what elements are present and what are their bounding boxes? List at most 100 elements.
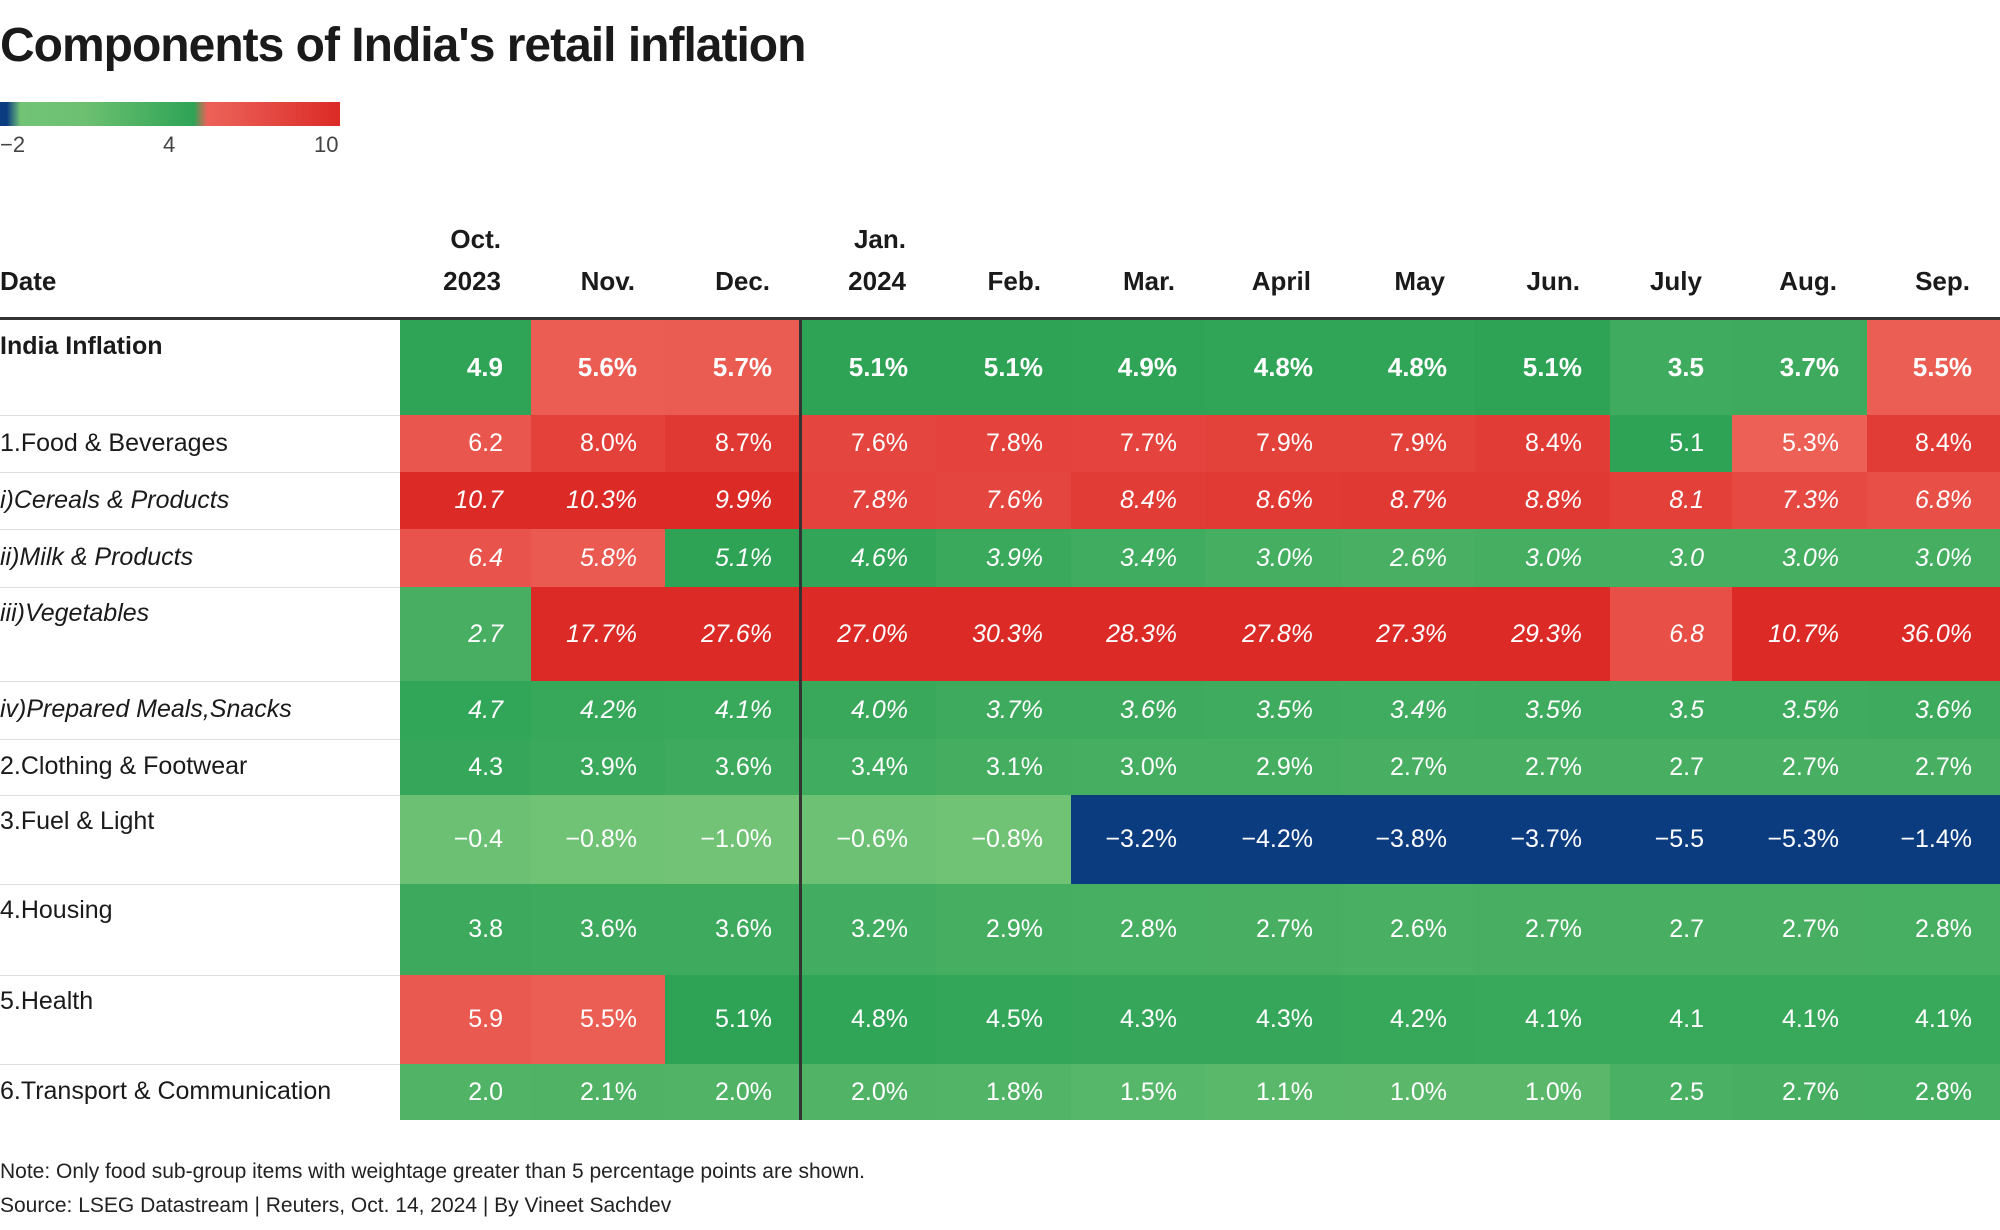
color-legend: −2 4 10 bbox=[0, 102, 340, 157]
column-header: Mar. bbox=[1122, 266, 1175, 296]
heatmap-cell: 7.3% bbox=[1732, 472, 1867, 529]
heatmap-cell: 6.8 bbox=[1610, 587, 1732, 681]
heatmap-cell: 4.1% bbox=[1475, 975, 1610, 1064]
heatmap-cell: 7.6% bbox=[936, 472, 1071, 529]
heatmap-cell: 30.3% bbox=[936, 587, 1071, 681]
heatmap-cell: 3.0% bbox=[1732, 529, 1867, 587]
legend-tick: 10 bbox=[314, 132, 339, 157]
heatmap-cell: 3.8 bbox=[400, 884, 531, 975]
heatmap-cell: 2.7% bbox=[1475, 884, 1610, 975]
heatmap-cell: 8.1 bbox=[1610, 472, 1732, 529]
heatmap-cell: 1.5% bbox=[1071, 1064, 1205, 1120]
heatmap-cell: 2.7% bbox=[1732, 739, 1867, 795]
row-divider bbox=[0, 529, 400, 530]
heatmap-cell: 4.3% bbox=[1071, 975, 1205, 1064]
heatmap-cell: 5.3% bbox=[1732, 415, 1867, 472]
heatmap-cell: 4.1% bbox=[1732, 975, 1867, 1064]
row-label: 4.Housing bbox=[0, 896, 113, 924]
column-header: Sep. bbox=[1915, 266, 1970, 296]
heatmap-cell: 2.7% bbox=[1732, 1064, 1867, 1120]
heatmap-cell: 4.1% bbox=[1867, 975, 2000, 1064]
heatmap-cell: 2.6% bbox=[1341, 884, 1475, 975]
heatmap-cell: 3.6% bbox=[665, 739, 800, 795]
heatmap-cell: 2.5 bbox=[1610, 1064, 1732, 1120]
heatmap-cell: 9.9% bbox=[665, 472, 800, 529]
heatmap-cell: 5.1% bbox=[1475, 320, 1610, 415]
legend-gradient bbox=[0, 102, 340, 126]
heatmap-cell: 4.2% bbox=[1341, 975, 1475, 1064]
chart-title: Components of India's retail inflation bbox=[0, 19, 806, 72]
column-header: July bbox=[1649, 266, 1702, 296]
heatmap-cell: −0.8% bbox=[531, 795, 665, 884]
heatmap-cell: 1.1% bbox=[1205, 1064, 1341, 1120]
heatmap-cell: 3.0% bbox=[1475, 529, 1610, 587]
heatmap-cell: −0.6% bbox=[800, 795, 936, 884]
heatmap-table: Date Oct. 2023 Nov. Dec. Jan. 2024 Feb. Mar. Apri… bbox=[0, 224, 2000, 1120]
column-header: 2024 bbox=[848, 266, 906, 296]
heatmap-cell: 10.7 bbox=[400, 472, 531, 529]
heatmap-cell: 2.7% bbox=[1341, 739, 1475, 795]
heatmap-cell: 5.5% bbox=[1867, 320, 2000, 415]
heatmap-cell: 3.5% bbox=[1475, 681, 1610, 739]
heatmap-cell: 3.0% bbox=[1867, 529, 2000, 587]
heatmap-cell: 7.9% bbox=[1341, 415, 1475, 472]
heatmap-cell: 4.0% bbox=[800, 681, 936, 739]
row-label: ii)Milk & Products bbox=[0, 543, 194, 571]
heatmap-cell: 8.0% bbox=[531, 415, 665, 472]
heatmap-cell: 3.5 bbox=[1610, 320, 1732, 415]
column-header: April bbox=[1251, 266, 1311, 296]
heatmap-cell: 10.7% bbox=[1732, 587, 1867, 681]
heatmap-cell: 2.8% bbox=[1867, 884, 2000, 975]
heatmap-cell: 3.6% bbox=[531, 884, 665, 975]
heatmap-cell: −0.8% bbox=[936, 795, 1071, 884]
heatmap-cell: 3.6% bbox=[1867, 681, 2000, 739]
column-header-line1: Jan. bbox=[853, 224, 906, 254]
heatmap-cell: −0.4 bbox=[400, 795, 531, 884]
row-label: India Inflation bbox=[0, 332, 163, 360]
row-label: iv)Prepared Meals,Snacks bbox=[0, 695, 292, 723]
heatmap-cell: 3.6% bbox=[1071, 681, 1205, 739]
heatmap-cell: 8.7% bbox=[1341, 472, 1475, 529]
heatmap-cell: 2.0% bbox=[665, 1064, 800, 1120]
heatmap-cell: 5.6% bbox=[531, 320, 665, 415]
heatmap-cell: 8.7% bbox=[665, 415, 800, 472]
heatmap-cell: 4.3 bbox=[400, 739, 531, 795]
heatmap-cell: −5.5 bbox=[1610, 795, 1732, 884]
heatmap-cell: 3.0 bbox=[1610, 529, 1732, 587]
heatmap-cell: 3.4% bbox=[800, 739, 936, 795]
heatmap-cell: 4.1 bbox=[1610, 975, 1732, 1064]
note-text: Note: Only food sub-group items with wei… bbox=[0, 1160, 866, 1183]
column-header: May bbox=[1394, 266, 1445, 296]
heatmap-cell: 8.4% bbox=[1867, 415, 2000, 472]
heatmap-cell: 36.0% bbox=[1867, 587, 2000, 681]
heatmap-cell: 1.0% bbox=[1475, 1064, 1610, 1120]
heatmap-cell: 7.6% bbox=[800, 415, 936, 472]
row-divider bbox=[0, 587, 400, 588]
heatmap-cell: 4.8% bbox=[1341, 320, 1475, 415]
heatmap-cell: 8.6% bbox=[1205, 472, 1341, 529]
heatmap-cell: 29.3% bbox=[1475, 587, 1610, 681]
heatmap-cell: −5.3% bbox=[1732, 795, 1867, 884]
heatmap-cell: −3.7% bbox=[1475, 795, 1610, 884]
heatmap-cell: 27.6% bbox=[665, 587, 800, 681]
heatmap-cell: 3.9% bbox=[531, 739, 665, 795]
row-divider bbox=[0, 415, 400, 416]
row-label: iii)Vegetables bbox=[0, 599, 150, 627]
row-divider bbox=[0, 472, 400, 473]
heatmap-cell: 5.1% bbox=[936, 320, 1071, 415]
heatmap-cell: 2.7% bbox=[1867, 739, 2000, 795]
heatmap-cell: 27.0% bbox=[800, 587, 936, 681]
heatmap-cell: −3.8% bbox=[1341, 795, 1475, 884]
heatmap-cell: 17.7% bbox=[531, 587, 665, 681]
heatmap-cell: 4.6% bbox=[800, 529, 936, 587]
heatmap-cell: 3.4% bbox=[1341, 681, 1475, 739]
heatmap-cell: 4.1% bbox=[665, 681, 800, 739]
heatmap-cell: 2.7 bbox=[400, 587, 531, 681]
heatmap-cell: 3.0% bbox=[1205, 529, 1341, 587]
header-rule bbox=[0, 317, 2000, 320]
row-header: Date bbox=[0, 266, 57, 296]
heatmap-cell: 3.7% bbox=[1732, 320, 1867, 415]
heatmap-cell: 4.8% bbox=[1205, 320, 1341, 415]
heatmap-cell: 4.5% bbox=[936, 975, 1071, 1064]
column-header: Nov. bbox=[580, 266, 635, 296]
